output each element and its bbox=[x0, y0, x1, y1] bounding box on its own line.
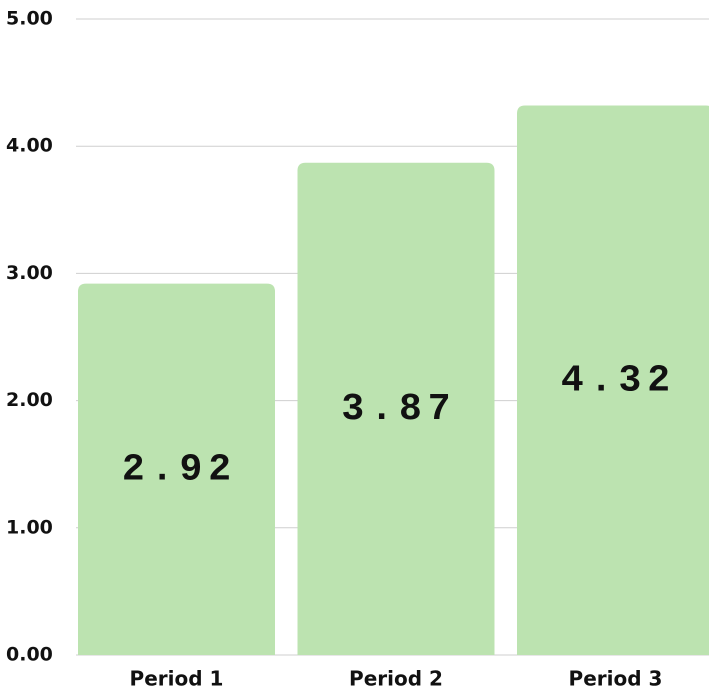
x-tick-label: Period 3 bbox=[569, 667, 663, 691]
y-tick-label: 0.00 bbox=[6, 644, 53, 666]
y-tick-label: 4.00 bbox=[6, 135, 53, 157]
x-tick-label: Period 2 bbox=[349, 667, 443, 691]
y-tick-label: 5.00 bbox=[6, 8, 53, 30]
bar bbox=[517, 105, 709, 655]
y-tick-label: 1.00 bbox=[6, 516, 53, 538]
bar bbox=[78, 283, 275, 655]
y-tick-label: 2.00 bbox=[6, 389, 53, 411]
bar bbox=[297, 162, 495, 655]
data-label: 4.32 bbox=[561, 359, 676, 402]
data-label: 3.87 bbox=[341, 388, 456, 431]
x-tick-label: Period 1 bbox=[130, 667, 224, 691]
data-label: 2.92 bbox=[122, 448, 237, 491]
y-tick-label: 3.00 bbox=[6, 262, 53, 284]
